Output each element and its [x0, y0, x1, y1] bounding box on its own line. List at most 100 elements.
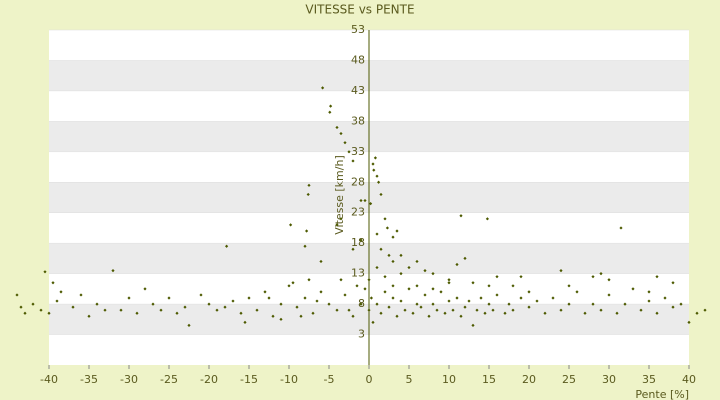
point — [355, 284, 359, 288]
point — [19, 305, 23, 309]
point — [487, 284, 491, 288]
point — [395, 229, 399, 233]
point — [655, 311, 659, 315]
point — [519, 296, 523, 300]
point — [463, 305, 467, 309]
point — [567, 284, 571, 288]
point — [479, 296, 483, 300]
point — [431, 287, 435, 291]
point — [375, 302, 379, 306]
point — [347, 150, 351, 154]
x-tick-label: 5 — [406, 373, 413, 386]
point — [387, 305, 391, 309]
point — [395, 314, 399, 318]
point — [415, 284, 419, 288]
point — [391, 296, 395, 300]
point — [321, 86, 325, 90]
point — [369, 201, 373, 206]
point — [51, 281, 55, 285]
point — [23, 311, 27, 315]
point — [419, 305, 423, 309]
point — [247, 296, 251, 300]
point — [459, 214, 463, 218]
point — [143, 287, 147, 291]
point — [183, 305, 187, 309]
point — [375, 265, 379, 270]
point — [239, 311, 243, 315]
point — [263, 290, 267, 294]
point — [559, 308, 563, 312]
point — [369, 296, 373, 300]
point — [463, 256, 467, 261]
point — [151, 302, 155, 306]
point — [695, 311, 699, 315]
point — [291, 281, 295, 285]
point — [375, 174, 379, 178]
y-tick-label: 28 — [351, 175, 365, 188]
point — [31, 302, 35, 306]
point — [95, 302, 99, 306]
point — [399, 253, 403, 257]
point — [223, 305, 227, 309]
point — [487, 302, 491, 306]
point — [391, 235, 395, 239]
point — [703, 308, 707, 312]
point — [379, 311, 383, 315]
point — [39, 308, 43, 312]
point — [329, 104, 333, 108]
point — [111, 268, 115, 273]
point — [339, 131, 343, 136]
point — [495, 275, 499, 279]
point — [359, 238, 363, 242]
point — [47, 311, 51, 315]
point — [335, 223, 339, 227]
point — [551, 296, 555, 300]
point — [289, 223, 293, 227]
x-tick-label: -25 — [160, 373, 178, 386]
point — [385, 226, 389, 230]
point — [87, 314, 91, 318]
point — [135, 311, 139, 315]
point — [377, 180, 381, 184]
point — [328, 110, 332, 114]
point — [339, 278, 343, 282]
point — [383, 275, 387, 279]
point — [303, 296, 307, 300]
point — [267, 296, 271, 300]
point — [403, 308, 407, 312]
point — [59, 290, 63, 294]
chart-title: VITESSE vs PENTE — [305, 3, 414, 17]
point — [511, 308, 515, 312]
point — [319, 259, 323, 264]
point — [306, 192, 310, 197]
point — [351, 159, 355, 163]
point — [359, 198, 363, 203]
point — [295, 305, 299, 309]
point — [367, 308, 371, 312]
point — [347, 308, 351, 312]
point — [443, 311, 447, 315]
point — [575, 290, 579, 294]
x-tick-label: -20 — [200, 373, 218, 386]
point — [327, 302, 331, 306]
point — [187, 323, 191, 328]
point — [379, 247, 383, 251]
point — [335, 308, 339, 312]
x-tick-label: 40 — [682, 373, 696, 386]
x-tick-label: -15 — [240, 373, 258, 386]
point — [411, 311, 415, 315]
point — [467, 299, 471, 303]
point — [591, 275, 595, 279]
point — [279, 302, 283, 306]
point — [423, 293, 427, 297]
point — [439, 290, 443, 294]
point — [383, 290, 387, 294]
point — [655, 275, 659, 279]
point — [679, 302, 683, 306]
point — [231, 299, 235, 303]
x-tick-label: -35 — [80, 373, 98, 386]
point — [103, 308, 107, 312]
x-tick-label: 20 — [522, 373, 536, 386]
point — [455, 296, 459, 300]
point — [671, 305, 675, 309]
